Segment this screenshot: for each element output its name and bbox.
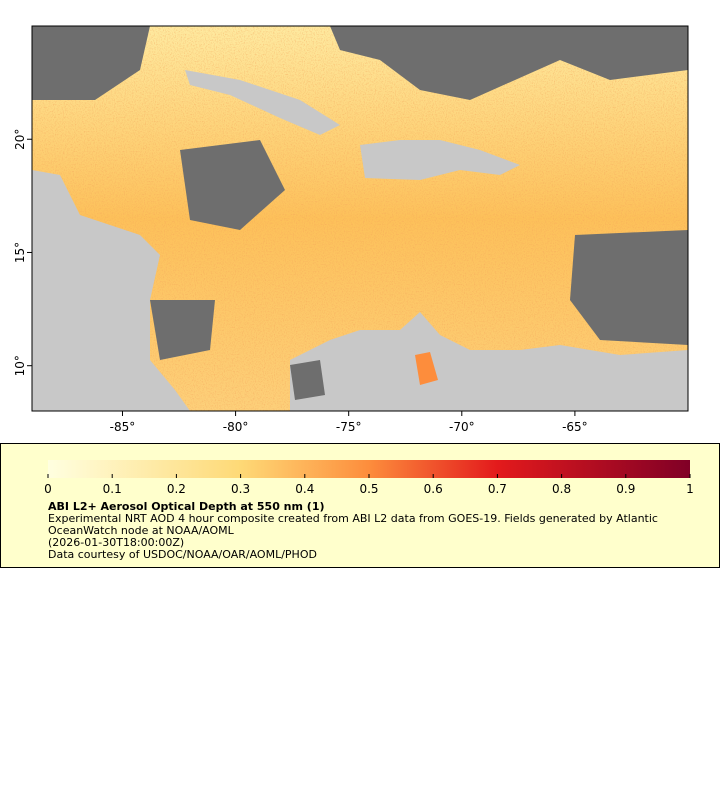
colorbar-tick-label: 0.3 (231, 482, 250, 496)
x-tick-label: -75° (336, 420, 362, 434)
colorbar-tick-label: 0.8 (552, 482, 571, 496)
x-tick-label: -85° (110, 420, 136, 434)
colorbar-tick-label: 0.1 (103, 482, 122, 496)
colorbar-tick-label: 0.6 (424, 482, 443, 496)
colorbar-tick-label: 0.4 (295, 482, 314, 496)
y-tick-label: 20° (13, 129, 27, 150)
legend-title: ABI L2+ Aerosol Optical Depth at 550 nm … (48, 500, 325, 513)
legend-line: (2026-01-30T18:00:00Z) (48, 536, 185, 549)
x-tick-label: -80° (223, 420, 249, 434)
colorbar-tick-label: 0.7 (488, 482, 507, 496)
map-frame (31, 25, 689, 412)
legend-line: Data courtesy of USDOC/NOAA/OAR/AOML/PHO… (48, 548, 317, 561)
map-image (32, 26, 688, 411)
legend: 0 0.1 0.2 0.3 0.4 0.5 0.6 0.7 0.8 0.9 1 ABI L2+ Ae… (0, 443, 720, 568)
x-tick-label: -65° (562, 420, 588, 434)
colorbar-tick-label: 0.9 (616, 482, 635, 496)
y-tick-label: 15° (13, 242, 27, 263)
colorbar: 0 0.1 0.2 0.3 0.4 0.5 0.6 0.7 0.8 0.9 1 (44, 460, 694, 496)
x-tick-label: -70° (449, 420, 475, 434)
colorbar-scale (48, 460, 690, 478)
colorbar-tick-label: 1 (686, 482, 694, 496)
colorbar-tick-label: 0.5 (359, 482, 378, 496)
legend-text: ABI L2+ Aerosol Optical Depth at 550 nm … (48, 501, 688, 561)
colorbar-tick-label: 0 (44, 482, 52, 496)
legend-line: Experimental NRT AOD 4 hour composite cr… (48, 512, 658, 537)
map: -85° -80° -75° -70° -65° 10° 15° 20° (13, 25, 689, 434)
colorbar-tick-label: 0.2 (167, 482, 186, 496)
y-tick-label: 10° (13, 355, 27, 376)
